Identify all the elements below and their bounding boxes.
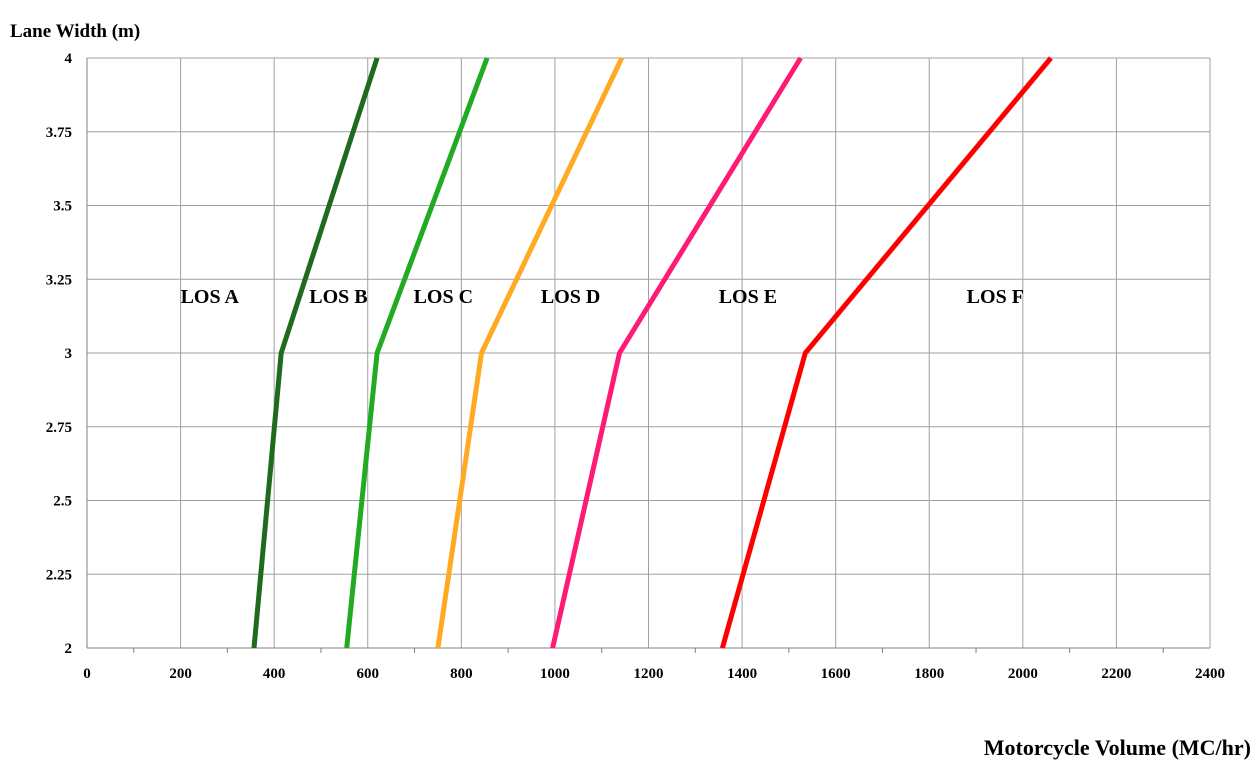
region-label: LOS B (309, 286, 367, 308)
y-tick-label: 3.5 (53, 199, 72, 215)
y-tick-label: 3.25 (46, 272, 72, 288)
region-label: LOS A (181, 286, 240, 308)
axes: 0 200 400 600 800 1000 1200 1400 1600 1800 2000 220… (46, 51, 1225, 682)
region-labels: LOS A LOS B LOS C LOS D LOS E LOS F (181, 286, 1024, 308)
series-line-4 (550, 56, 803, 649)
x-tick-label: 1400 (727, 666, 757, 682)
x-tick-label: 1600 (821, 666, 851, 682)
x-tick-label: 1000 (540, 666, 570, 682)
series-line-2 (344, 57, 490, 649)
y-tick-label: 4 (65, 51, 73, 67)
x-tick-label: 1200 (634, 666, 664, 682)
x-tick-label: 800 (450, 666, 473, 682)
y-tick-label: 3.75 (46, 125, 72, 141)
series-line-5 (719, 56, 1053, 649)
series-lines (251, 56, 1053, 649)
region-label: LOS D (541, 286, 600, 308)
x-tick-label: 2200 (1101, 666, 1131, 682)
x-tick-label: 600 (357, 666, 380, 682)
x-tick-label: 1800 (914, 666, 944, 682)
x-axis-title: Motorcycle Volume (MC/hr) (984, 735, 1251, 760)
grid (86, 57, 1211, 649)
x-tick-label: 400 (263, 666, 286, 682)
series-line-1 (251, 57, 380, 649)
y-tick-label: 2.5 (53, 494, 72, 510)
series-line-3 (435, 56, 625, 649)
region-label: LOS E (719, 286, 777, 308)
y-axis-title: Lane Width (m) (10, 21, 140, 42)
y-tick-label: 3 (65, 346, 73, 362)
x-tick-label: 200 (169, 666, 192, 682)
y-tick-label: 2.25 (46, 567, 72, 583)
region-label: LOS F (967, 286, 1024, 308)
x-tick-label: 0 (83, 666, 91, 682)
y-tick-label: 2 (65, 641, 73, 657)
x-tick-label: 2000 (1008, 666, 1038, 682)
y-tick-label: 2.75 (46, 420, 72, 436)
region-label: LOS C (414, 286, 473, 308)
x-tick-label: 2400 (1195, 666, 1225, 682)
